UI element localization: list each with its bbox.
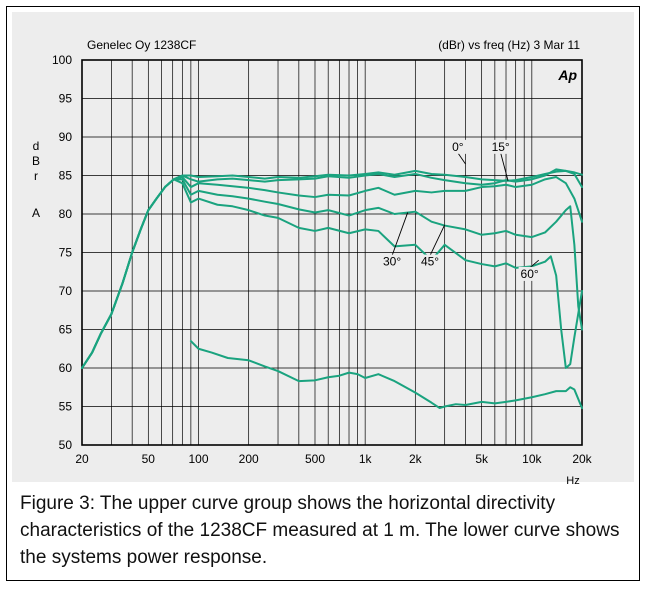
chart-header-left: Genelec Oy 1238CF [87,38,196,52]
x-tick-label: 100 [188,452,208,466]
series-line-power [189,340,583,410]
x-tick-label: 20k [572,452,592,466]
annotation-label-bg [489,139,512,154]
figure-caption: Figure 3: The upper curve group shows th… [20,493,620,568]
series-line-30deg [81,176,583,369]
annotation-layer: 0° 15° 30° 45° 60° [381,139,541,281]
chart-header-right: (dBr) vs freq (Hz) 3 Mar 11 [438,38,580,52]
x-tick-label: 1k [359,452,373,466]
x-tick-label: 50 [142,452,156,466]
y-tick-label: 50 [59,438,73,452]
chart-panel [12,12,634,482]
annotation-label-bg [446,139,469,154]
x-tick-label: 500 [305,452,325,466]
x-tick-label: 20 [75,452,89,466]
y-tick-label: 100 [52,53,72,67]
annotation-label: 30° [383,255,401,269]
series-line-0deg [81,169,583,369]
y-tick-label: 75 [59,246,73,260]
series-layer [81,168,583,410]
annotation-label-bg [419,254,442,269]
annotation-leader-line [500,152,509,182]
annotation-label: 15° [492,140,510,154]
x-axis-label: Hz [566,475,579,487]
y-tick-label: 70 [59,284,73,298]
annotation-label: 45° [421,255,439,269]
annotation-label-bg [518,266,541,281]
y-tick-labels: 100 95 90 85 80 75 70 65 60 55 50 [52,53,72,452]
annotation-leader-line [457,152,466,165]
plot-border [81,59,583,446]
annotation-label: 60° [521,267,539,281]
y-axis-label-letter: r [34,169,38,183]
annotation-leader-line [391,212,409,256]
y-axis-label: dBr A [32,139,40,220]
y-tick-label: 65 [59,323,73,337]
y-axis-label-letter: d [33,139,40,153]
ap-logo: Ap [557,67,577,83]
x-tick-labels: 20 50 100 200 500 1k 2k 5k 10k 20k [75,452,592,466]
x-tick-label: 5k [475,452,489,466]
annotation-label: 0° [452,140,464,154]
y-axis-label-letter: A [32,206,40,220]
y-tick-label: 55 [59,400,73,414]
y-axis-label-letter: B [32,154,40,168]
grid-lines [82,60,582,445]
y-tick-label: 80 [59,207,73,221]
annotation-leader-line [429,224,446,256]
y-tick-label: 95 [59,92,73,106]
annotation-leader-line [529,259,540,269]
x-tick-label: 200 [239,452,259,466]
series-line-45deg [81,178,583,369]
x-tick-label: 2k [409,452,423,466]
y-tick-label: 85 [59,169,73,183]
y-tick-label: 90 [59,130,73,144]
series-line-60deg [81,178,583,369]
annotation-label-bg [381,254,404,269]
x-tick-label: 10k [522,452,542,466]
y-tick-label: 60 [59,361,73,375]
